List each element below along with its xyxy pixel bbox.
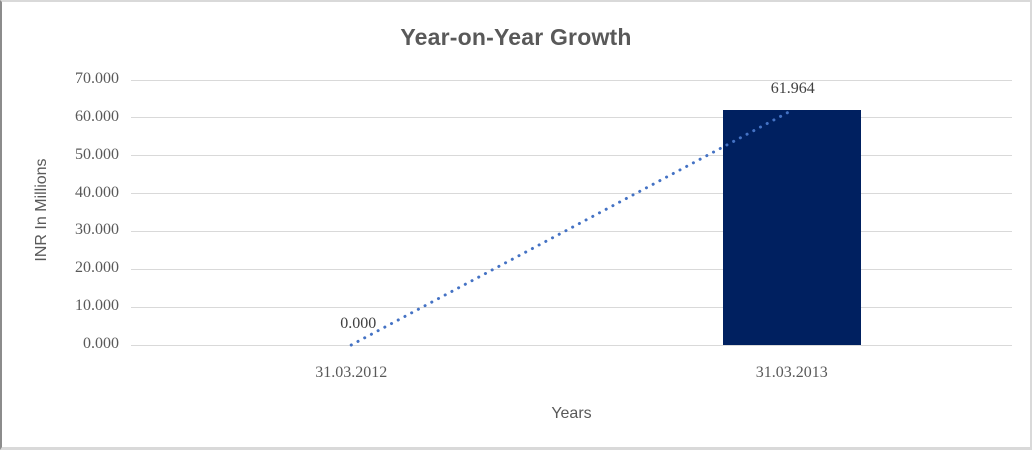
y-tick-label: 0.000 [83,335,119,352]
y-tick-label: 50.000 [75,145,119,163]
x-axis-title: Years [551,405,592,422]
data-label: 0.000 [340,315,377,332]
gridline [131,155,1012,157]
y-tick-label: 20.000 [75,259,119,277]
y-tick-label: 70.000 [75,70,119,87]
y-tick-label: 30.000 [75,221,119,239]
gridline [131,268,1012,270]
bar-31.03.2013 [722,110,861,345]
gridline [131,230,1012,232]
gridline [131,344,1012,346]
plot-area [131,79,1012,346]
y-axis-title: INR In Millions [33,158,50,262]
y-tick-label: 60.000 [75,107,119,125]
gridline [131,306,1012,308]
gridline [131,193,1012,195]
chart-title: Year-on-Year Growth [400,24,632,50]
y-tick-label: 10.000 [75,297,119,315]
x-tick-label: 31.03.2013 [755,364,828,381]
gridline [131,117,1012,119]
gridline [131,79,1012,81]
y-tick-label: 40.000 [75,183,119,201]
x-tick-label: 31.03.2012 [315,364,388,381]
data-label: 61.964 [770,80,815,98]
